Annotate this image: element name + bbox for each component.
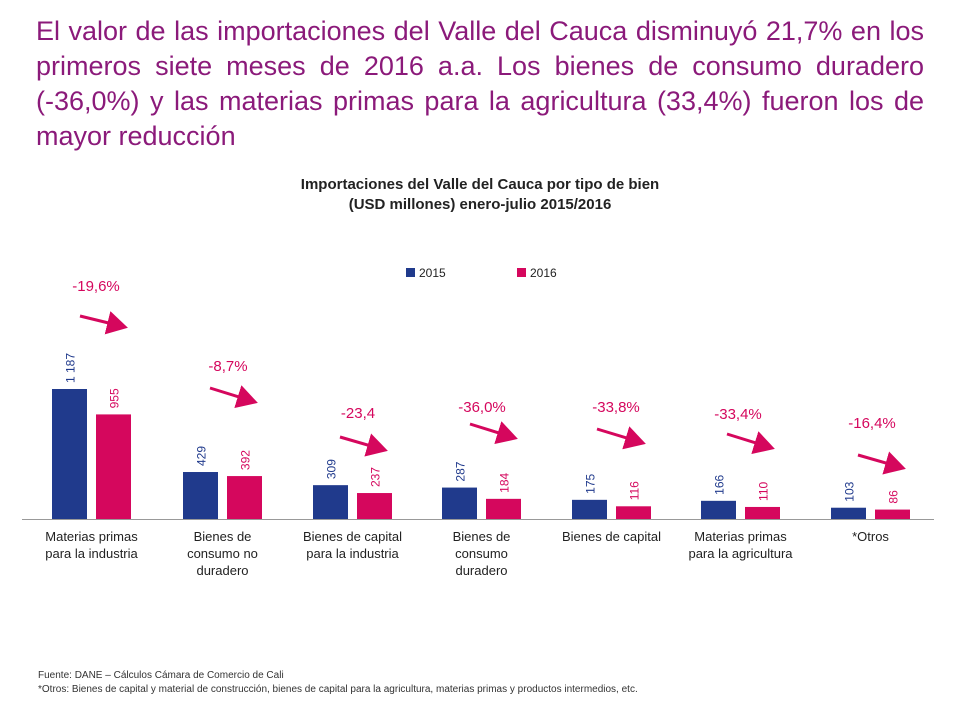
data-label-2016-4: 184: [498, 473, 512, 493]
category-label-3-line-2: para la industria: [306, 546, 399, 561]
bar-2015-5: [572, 499, 607, 519]
data-label-2015-1: 1 187: [64, 353, 78, 383]
category-label-1-line-1: Materias primas: [45, 529, 138, 544]
bar-2016-3: [357, 493, 392, 519]
data-label-2016-2: 392: [239, 450, 253, 470]
legend-swatch-2016: [517, 268, 526, 277]
bar-2016-7: [875, 509, 910, 519]
bar-2015-1: [52, 389, 87, 519]
category-label-6-line-1: Materias primas: [694, 529, 787, 544]
bar-2015-6: [701, 500, 736, 519]
bar-2015-2: [183, 472, 218, 519]
change-label-4: -36,0%: [458, 399, 506, 416]
category-label-3-line-1: Bienes de capital: [303, 529, 402, 544]
data-label-2015-4: 287: [454, 461, 468, 481]
category-label-2-line-1: Bienes de: [194, 529, 252, 544]
category-label-5-line-1: Bienes de capital: [562, 529, 661, 544]
change-label-6: -33,4%: [714, 406, 762, 423]
category-label-1-line-2: para la industria: [45, 546, 138, 561]
change-arrow-2: [209, 385, 258, 409]
legend-swatch-2015: [406, 268, 415, 277]
change-arrow-1: [79, 311, 128, 335]
bar-2015-3: [313, 485, 348, 519]
data-label-2016-6: 110: [757, 481, 771, 500]
chart-title-line-2: (USD millones) enero-julio 2015/2016: [348, 196, 612, 213]
legend-label-2016: 2016: [530, 266, 557, 280]
data-label-2016-7: 86: [887, 490, 901, 504]
bar-2015-4: [442, 487, 477, 519]
category-label-4-line-3: duradero: [455, 563, 507, 578]
data-label-2015-3: 309: [325, 459, 339, 479]
change-label-2: -8,7%: [208, 358, 247, 375]
chart-title-line-1: Importaciones del Valle del Cauca por ti…: [300, 176, 660, 193]
others-footnote: *Otros: Bienes de capital y material de …: [38, 684, 638, 695]
bar-2016-5: [616, 506, 651, 519]
change-label-3: -23,4: [341, 405, 375, 422]
change-arrow-3: [339, 433, 388, 457]
change-label-7: -16,4%: [848, 415, 896, 432]
bar-2016-2: [227, 476, 262, 519]
chart-title: Importaciones del Valle del Cauca por ti…: [0, 175, 960, 215]
change-arrow-7: [857, 451, 906, 475]
category-label-2-line-2: consumo no: [187, 546, 258, 561]
bar-2016-6: [745, 506, 780, 519]
change-arrow-5: [596, 426, 646, 450]
data-label-2015-5: 175: [584, 473, 598, 493]
data-label-2015-7: 103: [843, 481, 857, 501]
category-label-4-line-1: Bienes de: [453, 529, 511, 544]
category-label-7-line-1: *Otros: [852, 529, 889, 544]
change-arrow-4: [469, 421, 518, 445]
category-label-6-line-2: para la agricultura: [688, 546, 793, 561]
legend-label-2015: 2015: [419, 266, 446, 280]
data-label-2016-5: 116: [628, 481, 642, 500]
source-note: Fuente: DANE – Cálculos Cámara de Comerc…: [38, 670, 284, 681]
data-label-2015-6: 166: [713, 474, 727, 494]
change-label-5: -33,8%: [592, 399, 640, 416]
data-label-2016-3: 237: [369, 467, 383, 487]
slide-headline: El valor de las importaciones del Valle …: [36, 16, 924, 151]
category-label-4-line-2: consumo: [455, 546, 508, 561]
change-label-1: -19,6%: [72, 278, 120, 295]
data-label-2015-2: 429: [195, 446, 209, 466]
bar-2016-1: [96, 414, 131, 519]
bar-2015-7: [831, 507, 866, 519]
data-label-2016-1: 955: [108, 388, 122, 408]
category-label-2-line-3: duradero: [196, 563, 248, 578]
change-arrow-6: [726, 431, 775, 455]
bar-2016-4: [486, 498, 521, 519]
